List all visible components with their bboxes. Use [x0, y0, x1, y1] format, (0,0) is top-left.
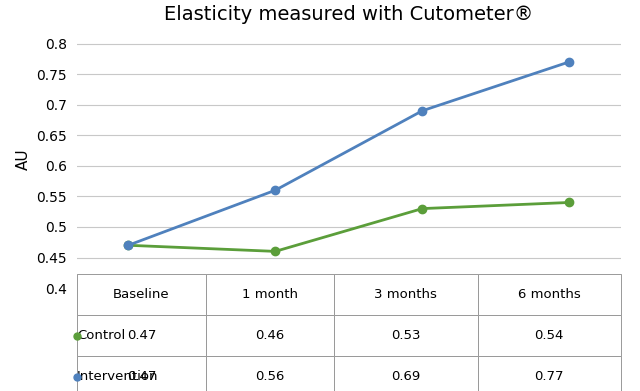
Title: Elasticity measured with Cutometer®: Elasticity measured with Cutometer® — [164, 5, 534, 24]
Text: Intervention: Intervention — [77, 370, 158, 383]
Y-axis label: AU: AU — [16, 149, 31, 170]
Text: Control: Control — [77, 329, 125, 342]
